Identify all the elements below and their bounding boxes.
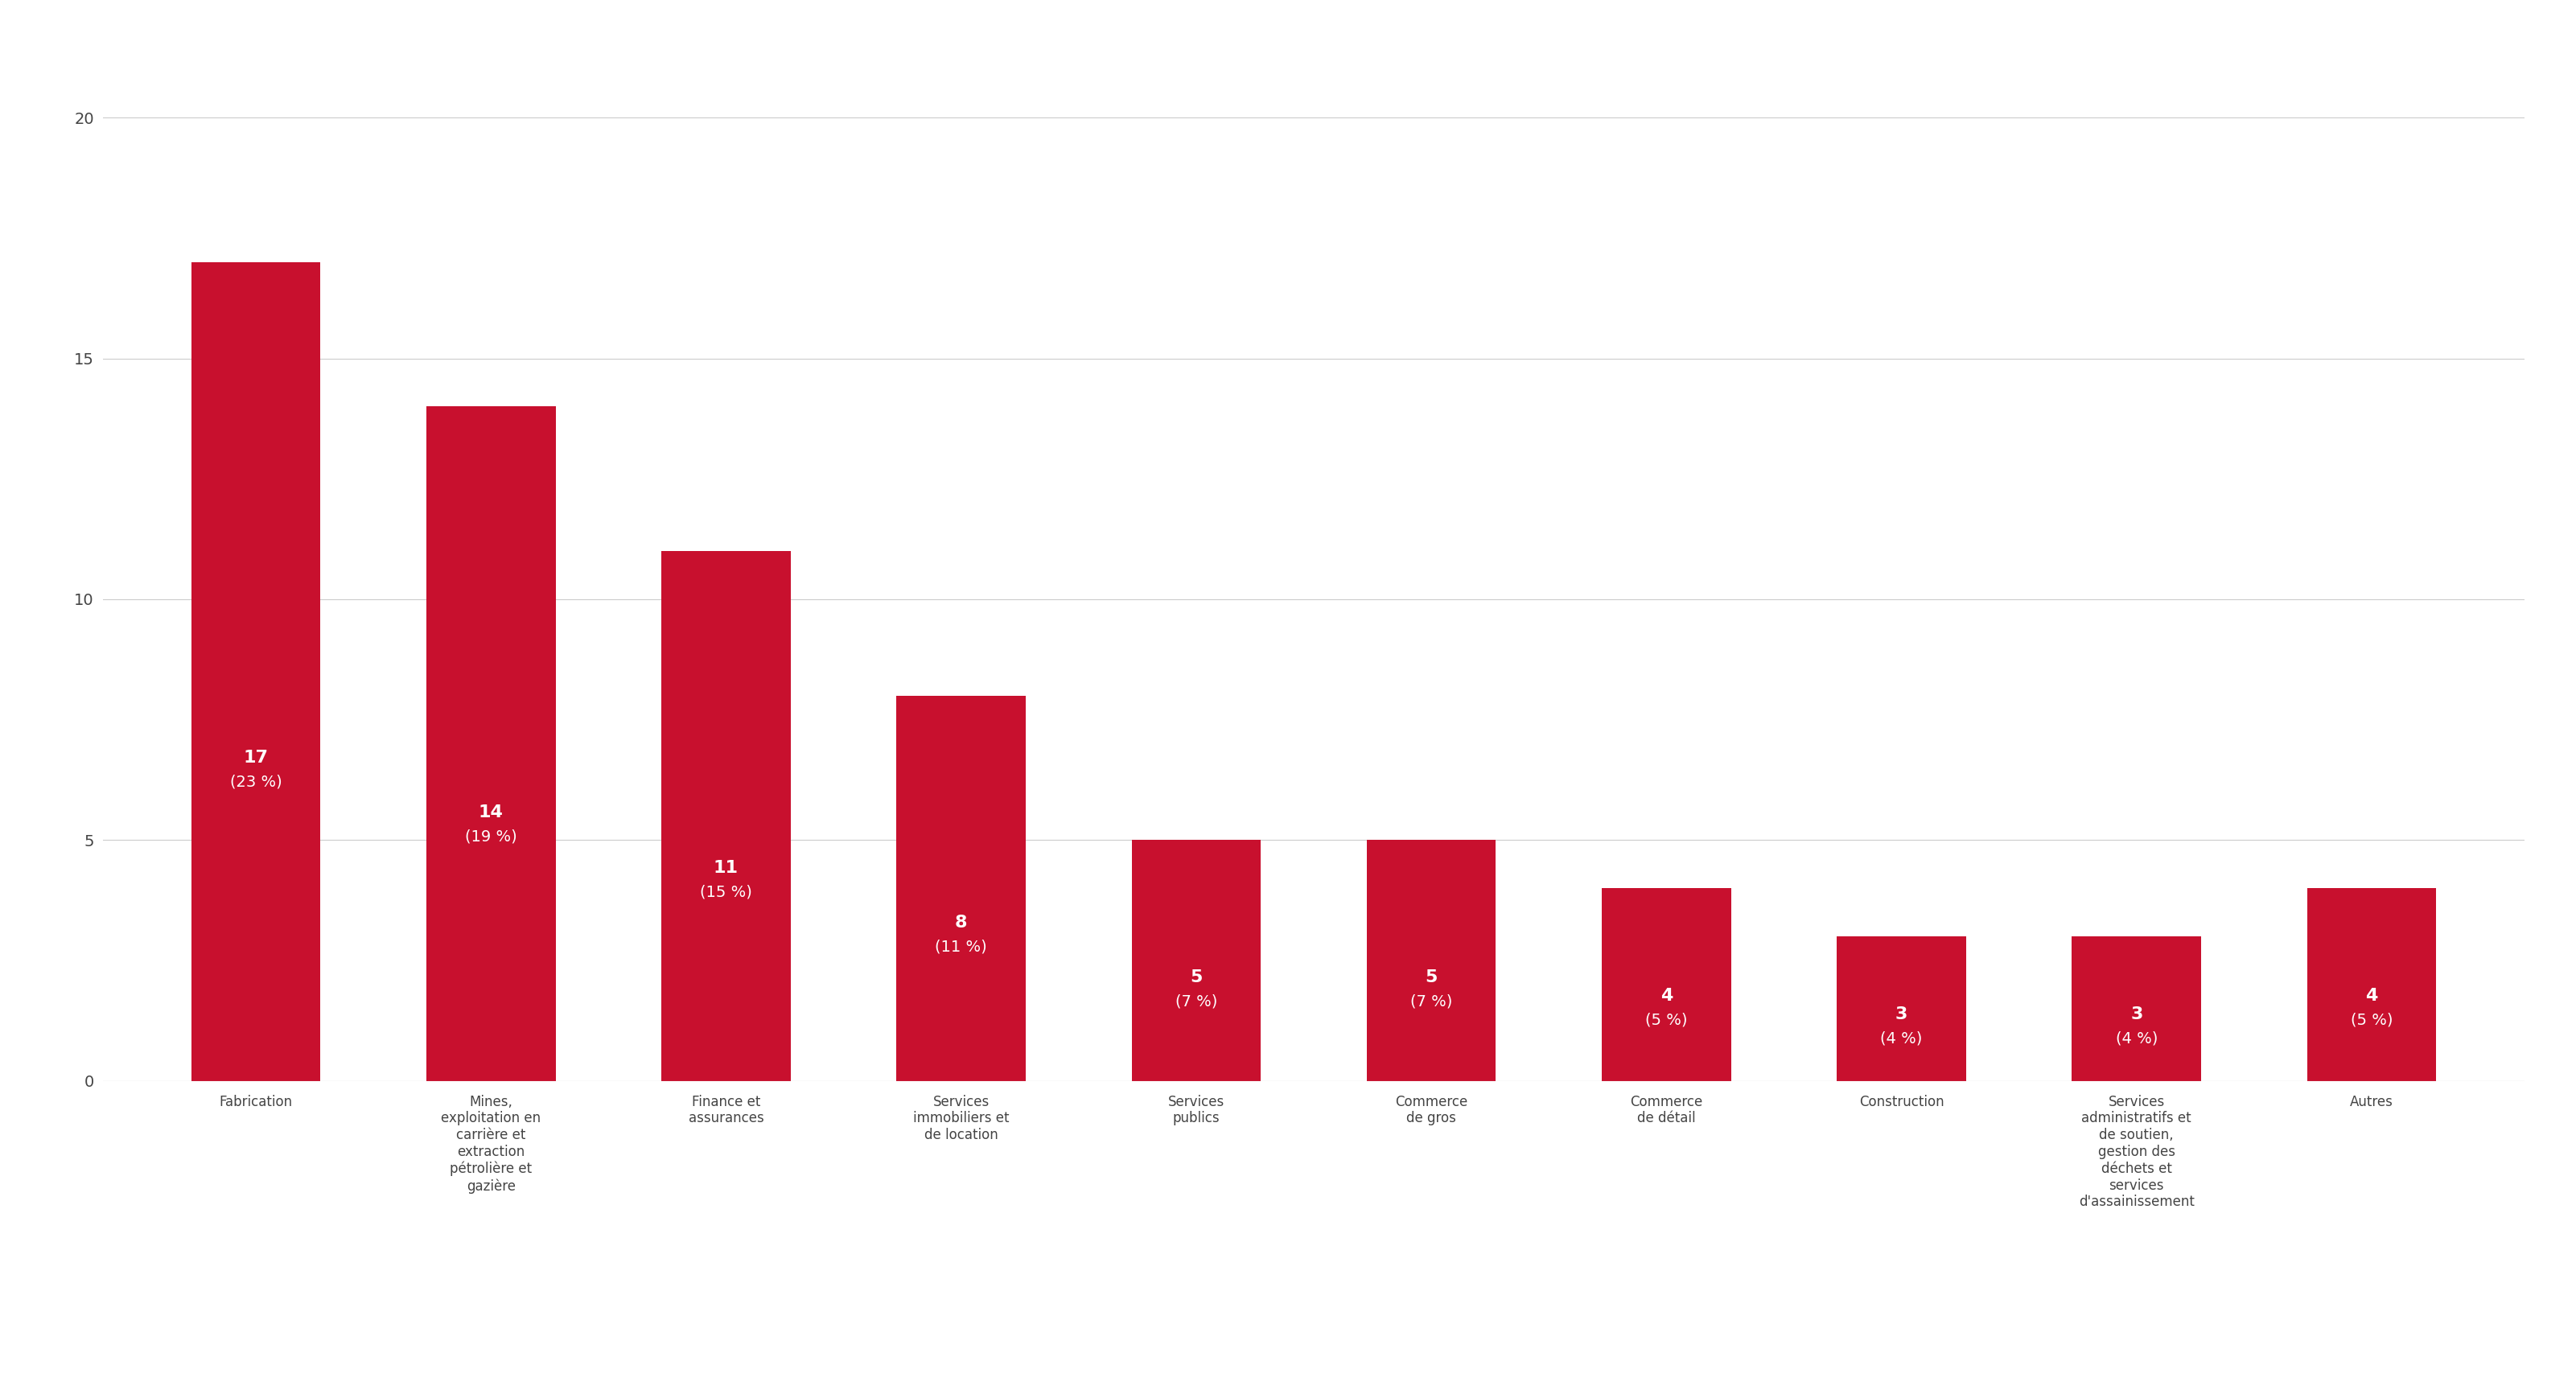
Text: (11 %): (11 %) — [935, 940, 987, 955]
Text: (7 %): (7 %) — [1409, 994, 1453, 1009]
Text: (5 %): (5 %) — [1646, 1012, 1687, 1027]
Text: 4: 4 — [2365, 988, 2378, 1003]
Bar — [2308, 888, 2437, 1081]
Bar — [1837, 937, 1965, 1081]
Text: (4 %): (4 %) — [1880, 1031, 1922, 1046]
Text: (4 %): (4 %) — [2115, 1031, 2159, 1046]
Bar — [1368, 840, 1497, 1081]
Text: (5 %): (5 %) — [2349, 1012, 2393, 1027]
Text: 17: 17 — [242, 750, 268, 766]
Text: (7 %): (7 %) — [1175, 994, 1218, 1009]
Text: 3: 3 — [2130, 1006, 2143, 1021]
Text: 3: 3 — [1896, 1006, 1909, 1021]
Text: 5: 5 — [1190, 969, 1203, 985]
Text: (23 %): (23 %) — [229, 775, 281, 790]
Bar — [191, 262, 319, 1081]
Bar — [2071, 937, 2202, 1081]
Text: 11: 11 — [714, 859, 739, 876]
Text: 8: 8 — [956, 915, 969, 930]
Bar — [662, 552, 791, 1081]
Text: (19 %): (19 %) — [464, 829, 518, 844]
Bar — [896, 696, 1025, 1081]
Bar — [1602, 888, 1731, 1081]
Text: (15 %): (15 %) — [701, 884, 752, 900]
Text: 14: 14 — [479, 805, 502, 821]
Bar — [425, 406, 556, 1081]
Bar — [1131, 840, 1260, 1081]
Text: 4: 4 — [1659, 988, 1672, 1003]
Text: 5: 5 — [1425, 969, 1437, 985]
